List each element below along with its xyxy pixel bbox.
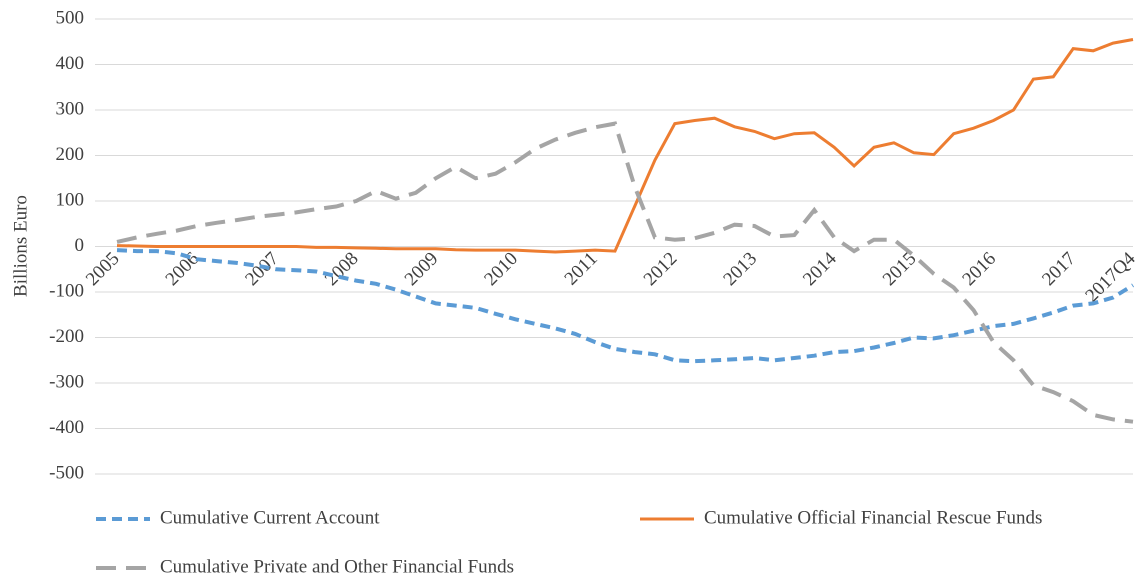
x-tick-label: 2008 <box>321 248 363 290</box>
x-tick-label: 2010 <box>480 248 522 290</box>
y-tick-label: 500 <box>56 7 85 28</box>
x-tick-label: 2014 <box>799 248 841 290</box>
y-tick-label: 0 <box>75 235 85 256</box>
y-tick-label: 100 <box>56 189 85 210</box>
y-axis-label: Billions Euro <box>10 195 31 297</box>
legend-label: Cumulative Private and Other Financial F… <box>160 556 514 577</box>
x-tick-label: 2017 <box>1038 248 1080 290</box>
y-tick-label: -200 <box>49 326 84 347</box>
legend-label: Cumulative Current Account <box>160 507 380 528</box>
x-tick-label: 2009 <box>401 248 443 290</box>
y-tick-label: 400 <box>56 53 85 74</box>
y-tick-label: 300 <box>56 98 85 119</box>
x-tick-label: 2012 <box>640 248 682 290</box>
series-line <box>116 248 1135 364</box>
series-line <box>116 38 1134 254</box>
x-tick-label: 2005 <box>82 248 124 290</box>
x-tick-label: 2011 <box>561 248 602 289</box>
y-tick-label: -400 <box>49 417 84 438</box>
y-tick-label: -500 <box>49 462 84 483</box>
y-tick-label: 200 <box>56 144 85 165</box>
x-tick-label: 2016 <box>958 248 1000 290</box>
x-tick-label: 2013 <box>719 248 761 290</box>
x-tick-label: 2015 <box>879 248 921 290</box>
y-tick-label: -300 <box>49 371 84 392</box>
legend-label: Cumulative Official Financial Rescue Fun… <box>704 507 1042 528</box>
y-tick-label: -100 <box>49 280 84 301</box>
